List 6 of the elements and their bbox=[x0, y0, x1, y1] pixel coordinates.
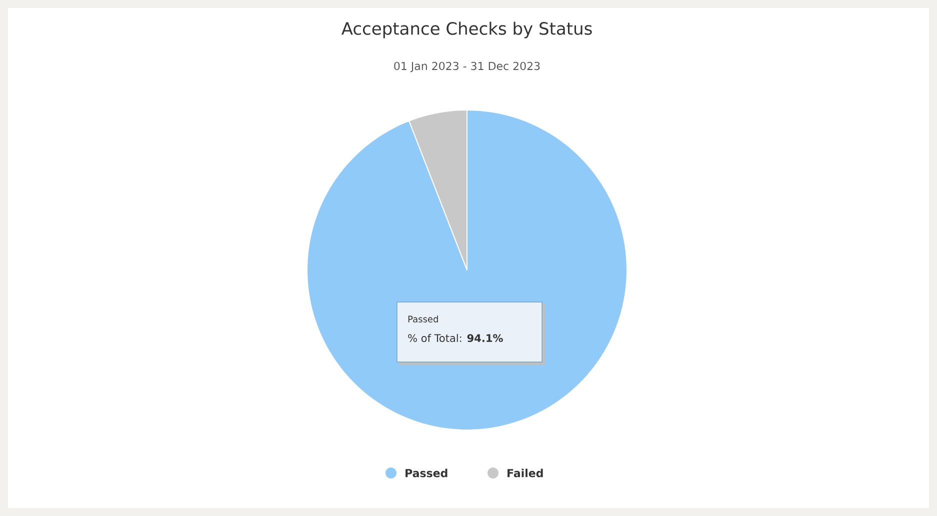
text: Passed bbox=[408, 316, 438, 322]
chart-subtitle: 01 Jan 2023 - 31 Dec 2023 bbox=[394, 62, 540, 72]
legend-label: Passed bbox=[406, 468, 448, 478]
legend-label: Failed bbox=[508, 468, 543, 478]
chart-title: Acceptance Checks by Status bbox=[341, 22, 592, 38]
text: % of Total: 94.1% bbox=[408, 334, 503, 342]
